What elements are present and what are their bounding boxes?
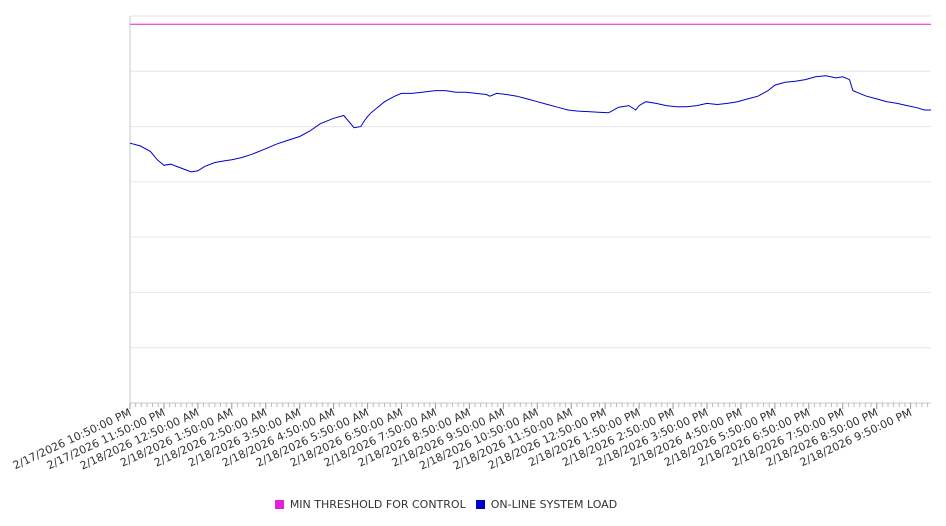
x-axis-ticks: 2/17/2026 10:50:00 PM2/17/2026 11:50:00 … — [11, 403, 929, 473]
legend-swatch-threshold — [274, 500, 284, 509]
legend-item-threshold[interactable]: MIN THRESHOLD FOR CONTROL — [274, 498, 466, 511]
legend-swatch-system-load — [475, 500, 485, 509]
legend-item-system-load[interactable]: ON-LINE SYSTEM LOAD — [475, 498, 618, 511]
legend-label-system-load: ON-LINE SYSTEM LOAD — [490, 498, 618, 511]
grid-lines — [130, 15, 931, 349]
axes — [129, 16, 931, 404]
series-line-system-load — [129, 75, 931, 173]
chart-legend: MIN THRESHOLD FOR CONTROL ON-LINE SYSTEM… — [0, 498, 892, 511]
series-layer — [129, 23, 931, 173]
legend-label-threshold: MIN THRESHOLD FOR CONTROL — [289, 498, 466, 511]
